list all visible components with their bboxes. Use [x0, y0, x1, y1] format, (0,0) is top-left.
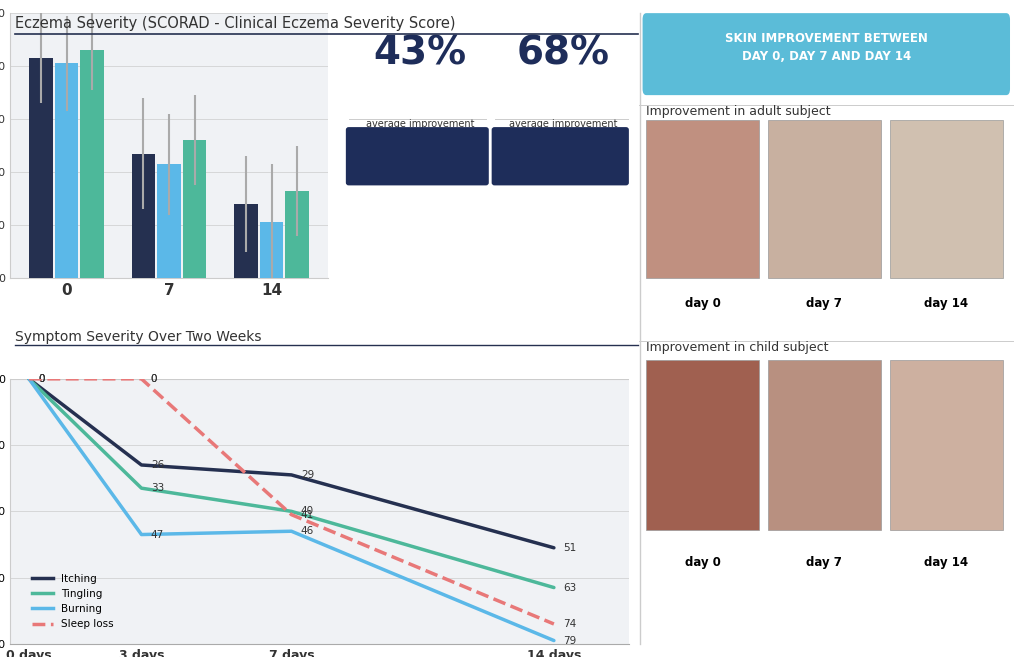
Bar — [890, 360, 1002, 530]
Text: average improvement: average improvement — [509, 119, 617, 129]
FancyBboxPatch shape — [492, 127, 629, 185]
Text: 51: 51 — [563, 543, 577, 553]
Bar — [890, 120, 1002, 278]
Point — [480, 115, 493, 123]
Point — [343, 115, 355, 123]
Bar — [768, 120, 881, 278]
Text: day 14: day 14 — [925, 556, 969, 568]
FancyBboxPatch shape — [643, 13, 1010, 95]
Text: day 0: day 0 — [685, 297, 721, 310]
Text: 79: 79 — [563, 635, 577, 646]
Text: Eczema Severity (SCORAD - Clinical Eczema Severity Score): Eczema Severity (SCORAD - Clinical Eczem… — [15, 16, 456, 32]
Text: Symptom Severity Over Two Weeks: Symptom Severity Over Two Weeks — [15, 330, 262, 344]
Point — [488, 115, 501, 123]
Bar — [646, 120, 759, 278]
Text: day 7: day 7 — [807, 297, 843, 310]
Text: 33: 33 — [151, 483, 164, 493]
Text: 46: 46 — [301, 526, 314, 536]
Bar — [234, 204, 258, 278]
Bar — [646, 360, 759, 530]
Text: day 0: day 0 — [685, 556, 721, 568]
Text: 0: 0 — [151, 374, 158, 384]
Point — [623, 115, 635, 123]
Bar — [30, 58, 53, 278]
Bar — [158, 164, 181, 278]
Bar — [286, 191, 309, 278]
Text: SKIN IMPROVEMENT BETWEEN
DAY 0, DAY 7 AND DAY 14: SKIN IMPROVEMENT BETWEEN DAY 0, DAY 7 AN… — [725, 32, 928, 63]
Text: 0: 0 — [38, 374, 45, 384]
Text: 40: 40 — [301, 507, 314, 516]
Text: 0: 0 — [151, 374, 158, 384]
Text: day 14: day 14 — [925, 297, 969, 310]
Text: Improvement in child subject: Improvement in child subject — [646, 341, 828, 354]
Text: 68%: 68% — [517, 34, 609, 72]
Text: 29: 29 — [301, 470, 314, 480]
Text: 47: 47 — [151, 530, 164, 539]
Text: 63: 63 — [563, 583, 577, 593]
Text: day 7: day 7 — [807, 556, 843, 568]
Bar — [55, 64, 79, 278]
Text: 0: 0 — [38, 374, 45, 384]
Text: average improvement: average improvement — [366, 119, 474, 129]
Bar — [768, 360, 881, 530]
FancyBboxPatch shape — [346, 127, 488, 185]
Bar — [81, 50, 104, 278]
Text: Improvement in adult subject: Improvement in adult subject — [646, 104, 830, 118]
Legend: Itching, Tingling, Burning, Sleep loss: Itching, Tingling, Burning, Sleep loss — [28, 570, 118, 633]
Text: 74: 74 — [563, 619, 577, 629]
Text: 26: 26 — [151, 460, 164, 470]
Text: 41: 41 — [301, 510, 314, 520]
Bar — [260, 223, 284, 278]
Text: AT DAY 7: AT DAY 7 — [389, 150, 452, 163]
Text: AT DAY 14: AT DAY 14 — [527, 150, 599, 163]
Text: 43%: 43% — [374, 34, 467, 72]
Text: 0: 0 — [38, 374, 45, 384]
Bar — [183, 141, 207, 278]
Bar — [132, 154, 156, 278]
